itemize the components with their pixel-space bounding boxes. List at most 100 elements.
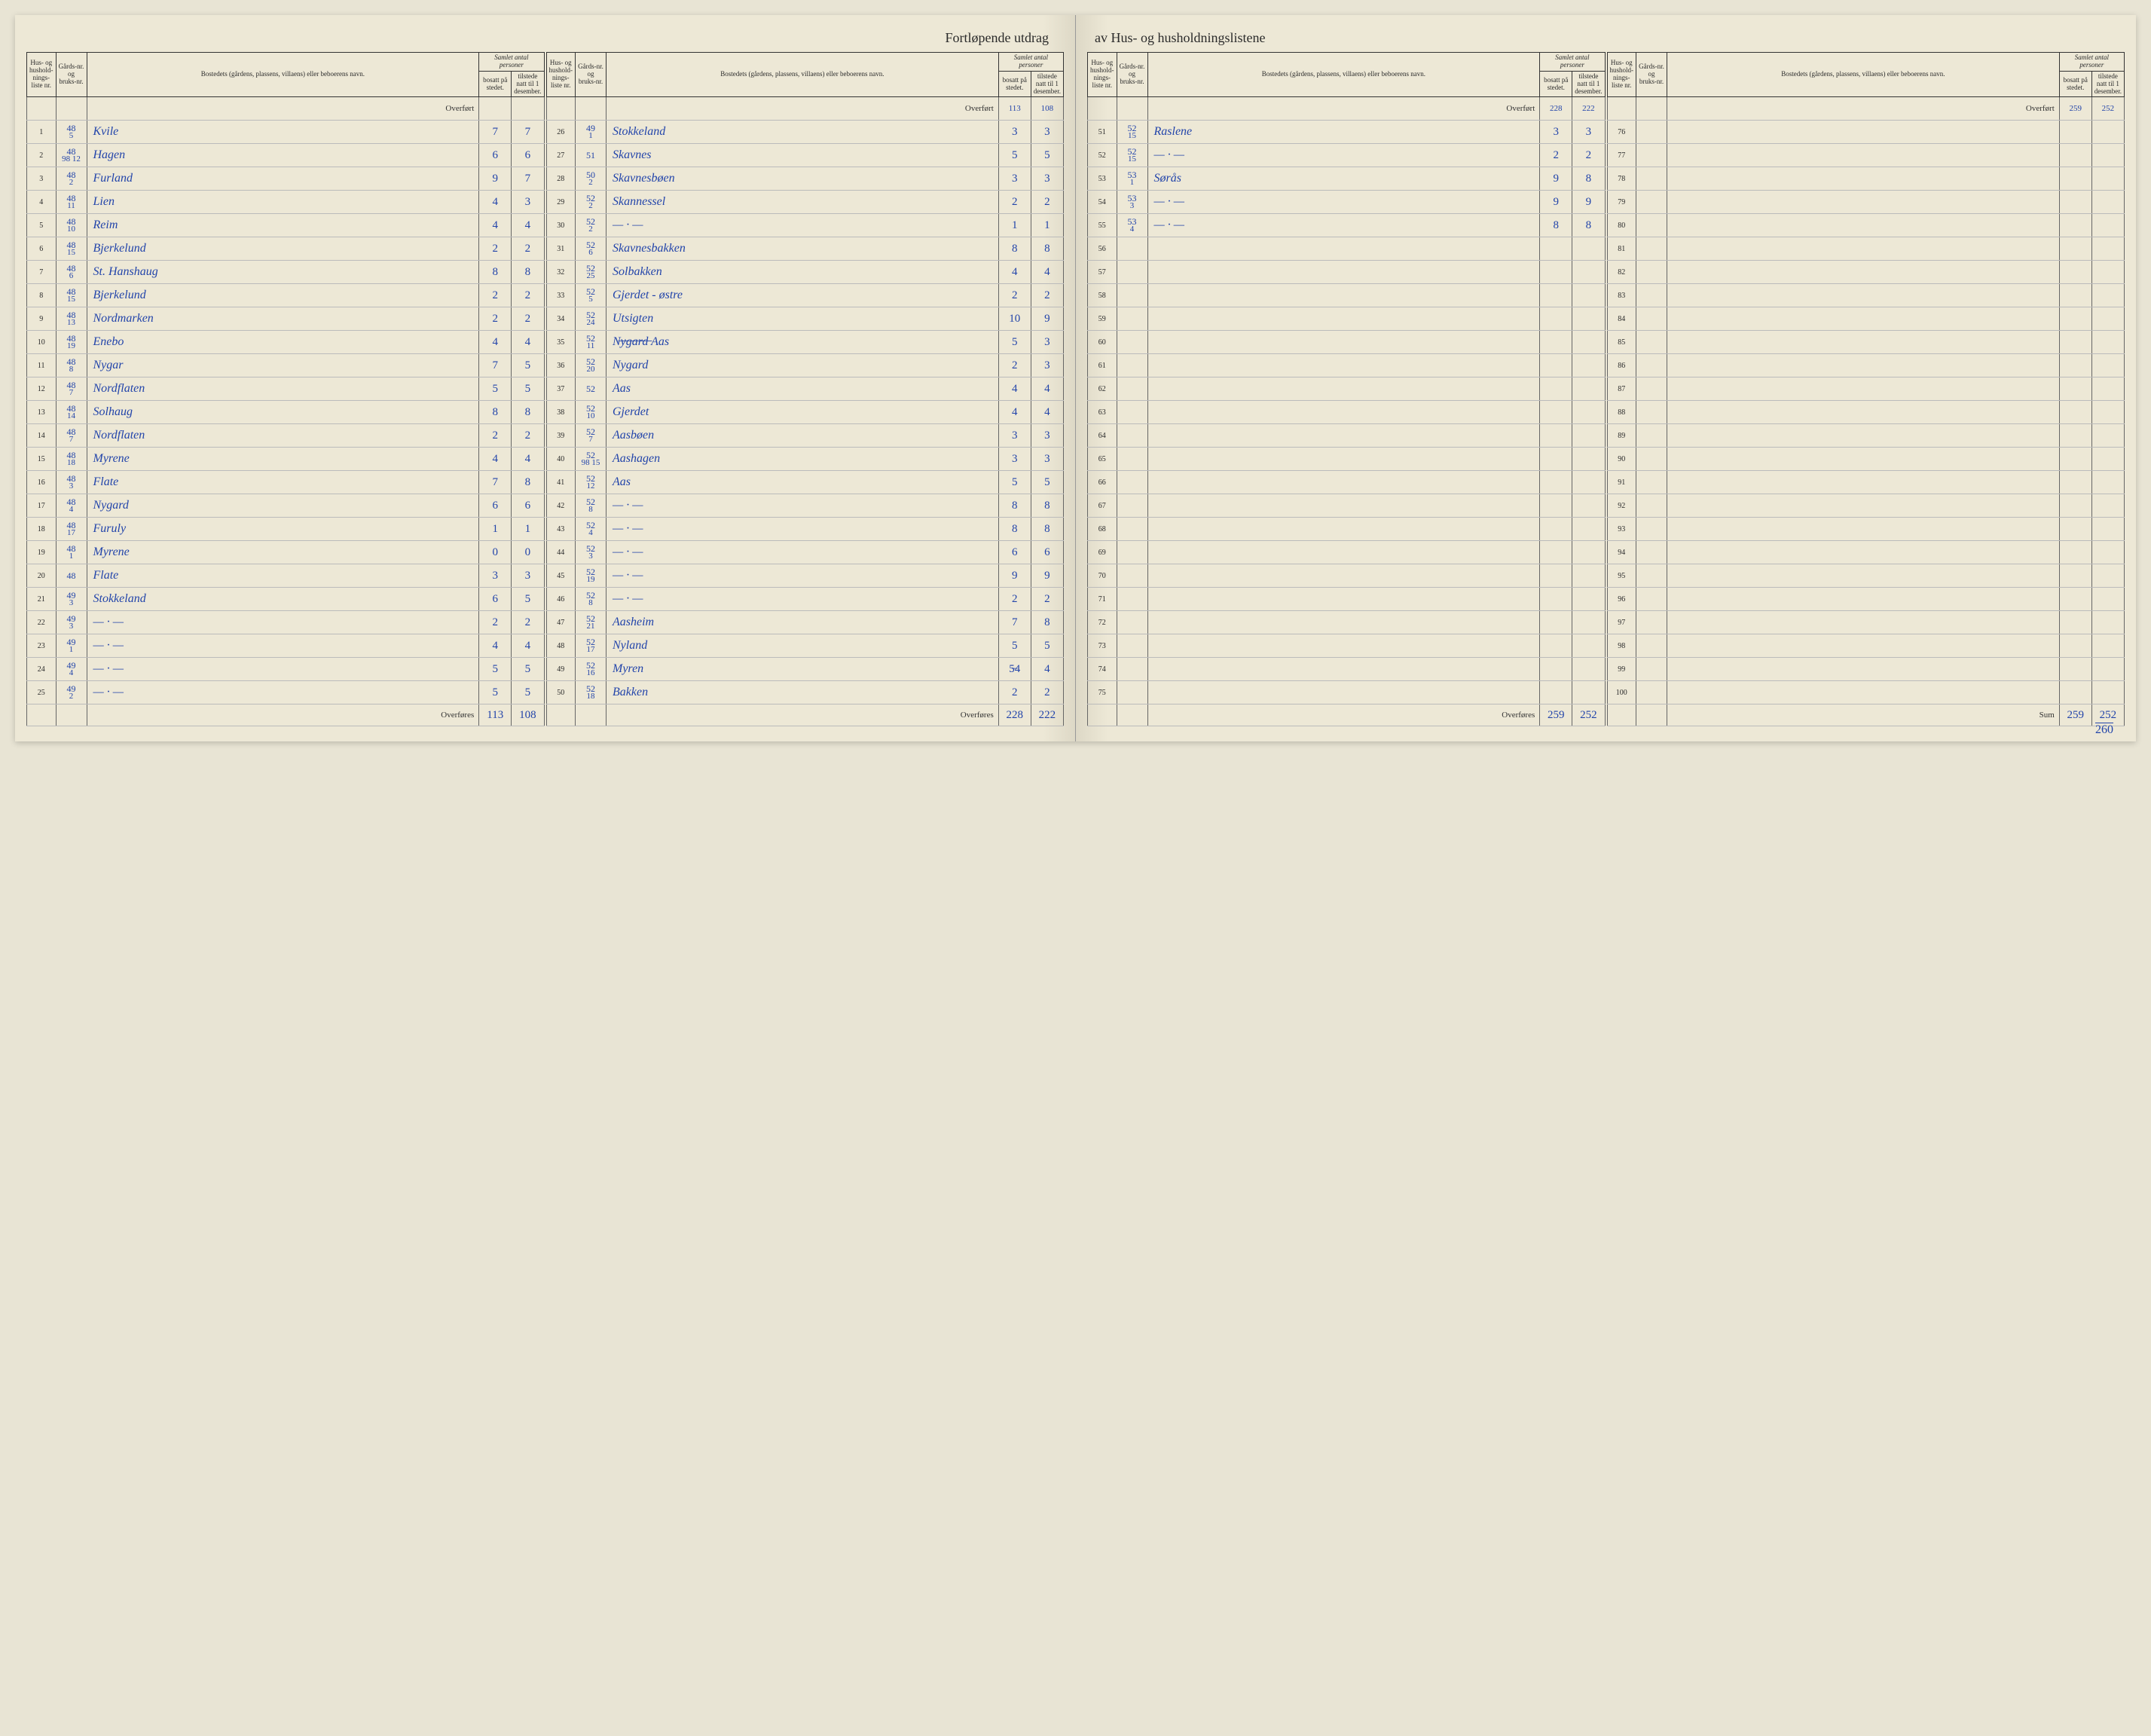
- bosted-name: Nordflaten: [87, 377, 479, 401]
- gaard-nr: 48: [56, 564, 87, 588]
- table-row: 62: [1088, 377, 1606, 401]
- gaard-nr: [1636, 541, 1667, 564]
- gaard-nr: 5215: [1117, 144, 1147, 167]
- table-row: 54810Reim44: [27, 214, 545, 237]
- gaard-nr: [1636, 261, 1667, 284]
- gaard-nr: [1117, 237, 1147, 261]
- table-row: 21493Stokkeland65: [27, 588, 545, 611]
- table-row: 134814Solhaug88: [27, 401, 545, 424]
- row-number: 33: [546, 284, 576, 307]
- bosted-name: Flate: [87, 471, 479, 494]
- bosted-name: [1147, 284, 1540, 307]
- row-number: 95: [1607, 564, 1636, 588]
- tilstede-count: 2: [512, 284, 544, 307]
- gaard-nr: 51: [576, 144, 606, 167]
- table-row: 81: [1607, 237, 2125, 261]
- bosted-name: [1667, 377, 2060, 401]
- tilstede-count: [1572, 588, 1605, 611]
- row-number: 85: [1607, 331, 1636, 354]
- table-row: 100: [1607, 681, 2125, 704]
- tilstede-count: [1572, 307, 1605, 331]
- tilstede-count: [2091, 144, 2124, 167]
- hdr-tilstede: tilstede natt til 1 desember.: [1031, 71, 1063, 97]
- hdr-tilstede: tilstede natt til 1 desember.: [1572, 71, 1605, 97]
- bosted-name: [1667, 658, 2060, 681]
- bosatt-count: [2059, 261, 2091, 284]
- bosted-name: [1667, 518, 2060, 541]
- tilstede-count: [2091, 167, 2124, 191]
- bosted-name: [1667, 494, 2060, 518]
- bosted-name: Solhaug: [87, 401, 479, 424]
- bosatt-count: 9: [1540, 191, 1572, 214]
- gaard-nr: [1636, 237, 1667, 261]
- row-number: 53: [1088, 167, 1117, 191]
- tilstede-count: [1572, 401, 1605, 424]
- tilstede-count: 8: [1031, 518, 1063, 541]
- bosatt-count: [1540, 634, 1572, 658]
- row-number: 90: [1607, 448, 1636, 471]
- table-row: 26491Stokkeland33: [546, 121, 1064, 144]
- bosted-name: Lien: [87, 191, 479, 214]
- row-number: 28: [546, 167, 576, 191]
- bosatt-count: [1540, 401, 1572, 424]
- bosted-name: Myren: [606, 658, 999, 681]
- tilstede-count: 2: [512, 307, 544, 331]
- tilstede-count: 9: [1031, 307, 1063, 331]
- table-row: 58: [1088, 284, 1606, 307]
- table-row: 385210Gjerdet44: [546, 401, 1064, 424]
- bosted-name: [1147, 658, 1540, 681]
- table-row: 11488Nygar75: [27, 354, 545, 377]
- table-row: 485217Nyland55: [546, 634, 1064, 658]
- bosted-name: — · —: [87, 658, 479, 681]
- gaard-nr: [1117, 377, 1147, 401]
- overfort-tilstede: [512, 97, 544, 121]
- hdr-samlet: Samlet antal personer: [1540, 53, 1605, 72]
- gaard-nr: 4814: [56, 401, 87, 424]
- gaard-nr: 5216: [576, 658, 606, 681]
- bosted-name: St. Hanshaug: [87, 261, 479, 284]
- row-number: 68: [1088, 518, 1117, 541]
- gaard-nr: [1117, 331, 1147, 354]
- table-row: 28502Skavnesbøen33: [546, 167, 1064, 191]
- bosatt-count: 6: [479, 144, 512, 167]
- row-number: 100: [1607, 681, 1636, 704]
- bosatt-count: [1540, 448, 1572, 471]
- bosted-name: Skavnesbøen: [606, 167, 999, 191]
- hdr-bosted: Bostedets (gårdens, plassens, villaens) …: [1667, 53, 2060, 97]
- row-number: 18: [27, 518, 57, 541]
- row-number: 3: [27, 167, 57, 191]
- row-number: 48: [546, 634, 576, 658]
- table-row: 355211N̶y̶g̶a̶r̶d̶ Aas53: [546, 331, 1064, 354]
- overfores-tilstede: 252: [1572, 704, 1605, 726]
- bosted-name: [1667, 588, 2060, 611]
- row-number: 88: [1607, 401, 1636, 424]
- row-number: 38: [546, 401, 576, 424]
- table-row: 60: [1088, 331, 1606, 354]
- tilstede-count: 5: [1031, 471, 1063, 494]
- table-row: 96: [1607, 588, 2125, 611]
- row-number: 98: [1607, 634, 1636, 658]
- block-3: Hus- og hushold-nings-liste nr.Gårds-nr.…: [1087, 52, 1606, 726]
- tilstede-count: [2091, 284, 2124, 307]
- tilstede-count: [1572, 634, 1605, 658]
- table-row: 24494— · —55: [27, 658, 545, 681]
- bosted-name: [1667, 611, 2060, 634]
- row-number: 64: [1088, 424, 1117, 448]
- table-row: 30522— · —11: [546, 214, 1064, 237]
- bosted-name: Nygard: [87, 494, 479, 518]
- table-row: 66: [1088, 471, 1606, 494]
- row-number: 4: [27, 191, 57, 214]
- bosatt-count: 5: [998, 331, 1031, 354]
- row-number: 69: [1088, 541, 1117, 564]
- tilstede-count: [2091, 494, 2124, 518]
- bosatt-count: [1540, 237, 1572, 261]
- row-number: 34: [546, 307, 576, 331]
- row-number: 2: [27, 144, 57, 167]
- table-row: 94813Nordmarken22: [27, 307, 545, 331]
- table-row: 93: [1607, 518, 2125, 541]
- bosatt-count: [2059, 611, 2091, 634]
- bosatt-count: 4: [998, 261, 1031, 284]
- bosatt-count: 3: [998, 424, 1031, 448]
- table-row: 54533— · —99: [1088, 191, 1606, 214]
- bosatt-count: 5: [998, 144, 1031, 167]
